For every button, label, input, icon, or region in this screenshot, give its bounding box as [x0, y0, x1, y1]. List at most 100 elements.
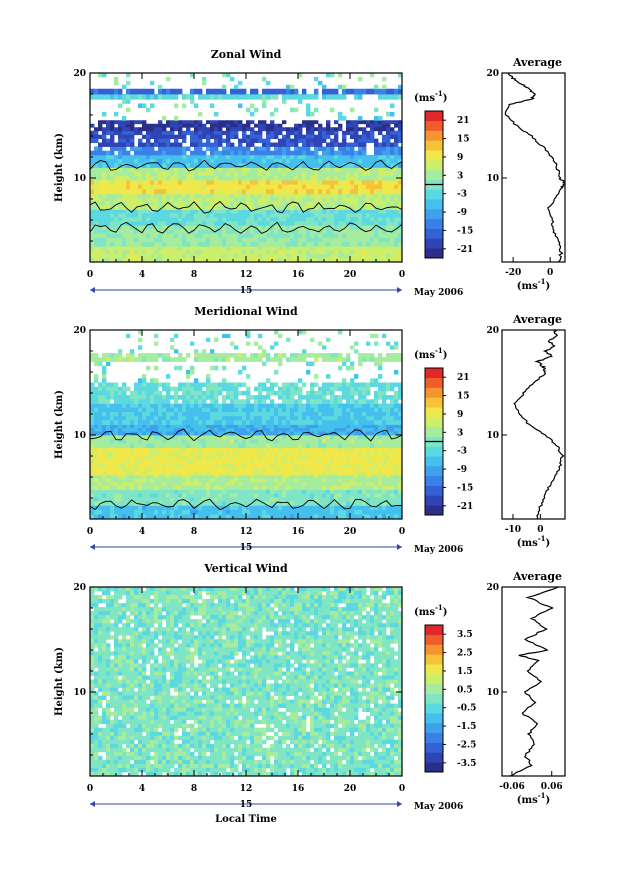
heatmap-cell: [366, 407, 371, 413]
heatmap-cell: [190, 242, 195, 247]
heatmap-cell: [294, 463, 299, 468]
heatmap-cell: [186, 509, 191, 515]
heatmap-cell: [94, 471, 99, 476]
heatmap-cell: [210, 94, 215, 100]
heatmap-cell: [158, 485, 163, 491]
heatmap-cell: [170, 180, 175, 186]
heatmap-cell: [210, 246, 215, 251]
heatmap-cell: [386, 447, 391, 452]
heatmap-cell: [126, 99, 131, 104]
heatmap-cell: [278, 428, 283, 432]
heatmap-cell: [170, 407, 175, 413]
heatmap-cell: [382, 127, 387, 132]
colorbar-swatch: [425, 130, 443, 141]
heatmap-cell: [346, 439, 351, 444]
heatmap-cell: [398, 497, 403, 502]
heatmap-cell: [210, 447, 215, 452]
heatmap-cell: [262, 250, 267, 255]
heatmap-cell: [246, 447, 251, 452]
heatmap-cell: [122, 254, 127, 259]
heatmap-cell: [362, 482, 367, 487]
heatmap-cell: [282, 443, 287, 448]
heatmap-cell: [194, 509, 199, 515]
heatmap-cell: [146, 435, 151, 440]
heatmap-cell: [126, 175, 131, 181]
heatmap-cell: [134, 184, 139, 190]
heatmap-cell: [190, 403, 195, 409]
heatmap-cell: [218, 485, 223, 491]
heatmap-cell: [126, 127, 131, 132]
heatmap-cell: [154, 163, 159, 168]
heatmap-cell: [382, 189, 387, 195]
heatmap-cell: [262, 485, 267, 491]
heatmap-cell: [206, 246, 211, 251]
heatmap-cell: [238, 225, 243, 230]
heatmap-cell: [98, 180, 103, 186]
heatmap-cell: [270, 120, 275, 125]
heatmap-cell: [262, 482, 267, 487]
heatmap-cell: [306, 250, 311, 255]
heatmap-cell: [198, 514, 203, 520]
heatmap-cell: [226, 130, 231, 136]
heatmap-cell: [326, 184, 331, 190]
heatmap-cell: [198, 242, 203, 247]
heatmap-cell: [102, 189, 107, 195]
heatmap-cell: [398, 184, 403, 190]
heatmap-cell: [238, 455, 243, 460]
heatmap-cell: [290, 197, 295, 203]
heatmap-cell: [354, 482, 359, 487]
heatmap-cell: [102, 407, 107, 413]
heatmap-cell: [362, 163, 367, 168]
heatmap-cell: [178, 459, 183, 464]
heatmap-cell: [186, 154, 191, 160]
heatmap-cell: [298, 217, 303, 222]
heatmap-cell: [146, 146, 151, 152]
heatmap-cell: [262, 213, 267, 218]
heatmap-cell: [314, 459, 319, 464]
heatmap-cell: [302, 167, 307, 173]
heatmap-cell: [366, 467, 371, 472]
heatmap-cell: [274, 233, 279, 239]
heatmap-cell: [398, 431, 403, 436]
heatmap-cell: [354, 459, 359, 464]
heatmap-cell: [246, 221, 251, 226]
heatmap-cell: [326, 246, 331, 251]
heatmap-cell: [226, 471, 231, 476]
heatmap-cell: [230, 201, 235, 206]
heatmap-cell: [102, 134, 107, 140]
heatmap-cell: [150, 237, 155, 243]
heatmap-cell: [398, 439, 403, 444]
heatmap-cell: [146, 225, 151, 230]
heatmap-cell: [290, 407, 295, 413]
heatmap-cell: [370, 424, 375, 429]
heatmap-cell: [282, 246, 287, 251]
heatmap-cell: [358, 505, 363, 511]
heatmap-cell: [370, 246, 375, 251]
heatmap-cell: [290, 501, 295, 506]
heatmap-cell: [102, 443, 107, 448]
heatmap-cell: [370, 217, 375, 222]
heatmap-cell: [238, 428, 243, 432]
heatmap-cell: [246, 107, 251, 113]
heatmap-cell: [186, 221, 191, 226]
heatmap-cell: [254, 146, 259, 152]
heatmap-cell: [238, 407, 243, 413]
heatmap-cell: [146, 455, 151, 460]
colorbar-tick-label: -21: [457, 245, 473, 255]
heatmap-cell: [118, 514, 123, 520]
heatmap-cell: [338, 428, 343, 432]
heatmap-cell: [126, 428, 131, 432]
heatmap-cell: [330, 447, 335, 452]
heatmap-cell: [334, 482, 339, 487]
heatmap-cell: [90, 485, 95, 491]
heatmap-cell: [290, 201, 295, 206]
heatmap-cell: [322, 478, 327, 483]
heatmap-cell: [226, 138, 231, 143]
heatmap-cell: [306, 424, 311, 429]
heatmap-cell: [106, 505, 111, 511]
heatmap-cell: [122, 443, 127, 448]
heatmap-cell: [374, 193, 379, 199]
heatmap-cell: [266, 489, 271, 494]
heatmap-cell: [130, 120, 135, 125]
heatmap-cell: [234, 407, 239, 413]
